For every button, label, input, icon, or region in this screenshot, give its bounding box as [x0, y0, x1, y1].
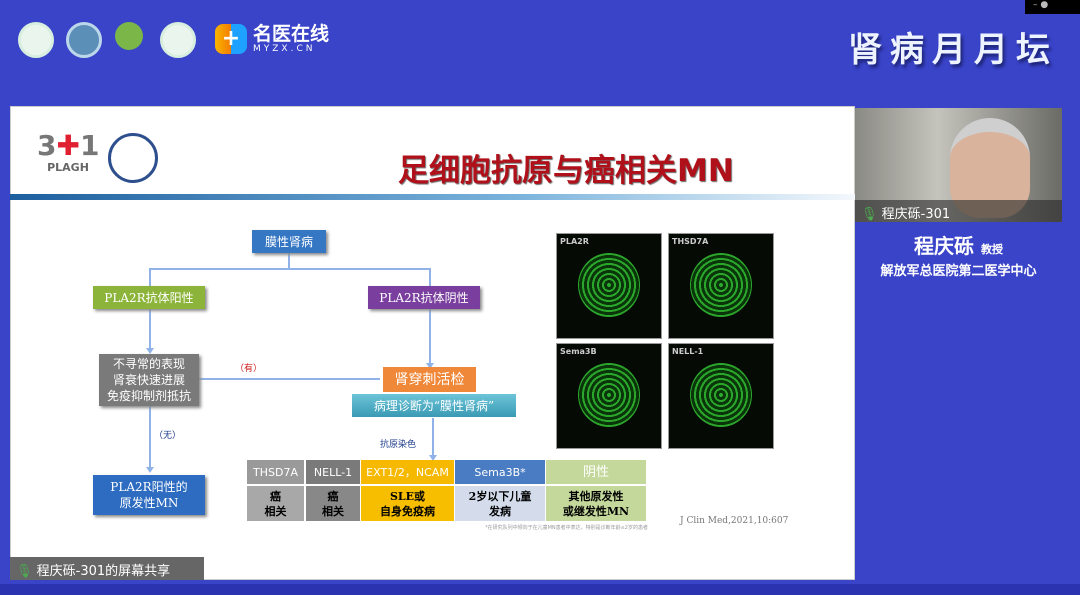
table-cell: SLE或 自身免疫病: [361, 486, 454, 521]
microphone-icon: 🎙: [16, 564, 33, 579]
speaker-name: 程庆砾 教授: [914, 234, 1003, 258]
video-label: 🎙 程庆砾-301: [855, 200, 1062, 222]
micrograph-sema3b: Sema3B: [556, 343, 662, 449]
yes-label: （有）: [235, 364, 263, 374]
table-cell: 其他原发性 或继发性MN: [546, 486, 646, 521]
table-header: EXT1/2，NCAM: [361, 460, 454, 484]
unusual-features-node: 不寻常的表现 肾衰快速进展 免疫抑制剂抵抗: [99, 354, 199, 406]
header-divider: [10, 194, 855, 200]
table-header: THSD7A: [247, 460, 304, 484]
biopsy-node: 肾穿刺活检: [383, 367, 476, 392]
footnote: *在研究队列中倾向于在儿童MN患者中表达，特别是诊断年龄≤2岁的患者: [485, 525, 648, 531]
table-cell: 癌相关: [306, 486, 360, 521]
pla2r-negative-node: PLA2R抗体阴性: [368, 286, 480, 309]
citation: J Clin Med,2021,10:607: [680, 516, 789, 526]
hospital-seal-logo: [108, 133, 158, 183]
microphone-icon: 🎙: [861, 207, 878, 222]
table-cell: 2岁以下儿童 发病: [455, 486, 545, 521]
partner-logo-2: [66, 22, 102, 58]
speaker-org: 解放军总医院第二医学中心: [880, 264, 1037, 279]
no-label: （无）: [154, 431, 182, 441]
staining-label: 抗原染色: [380, 440, 417, 450]
forum-title: 肾病月月坛: [848, 30, 1058, 70]
window-controls[interactable]: – ●: [1025, 0, 1080, 14]
root-node: 膜性肾病: [252, 230, 326, 253]
pla2r-positive-node: PLA2R抗体阳性: [93, 286, 205, 309]
table-header: NELL-1: [306, 460, 360, 484]
table-cell: 癌相关: [247, 486, 304, 521]
micrograph-thsd7a: THSD7A: [668, 233, 774, 339]
partner-logo-3: [115, 22, 143, 50]
play-icon: +: [215, 24, 247, 54]
bottom-bar: [0, 584, 1080, 595]
table-header: 阴性: [546, 460, 646, 484]
diagnosis-node: 病理诊断为“膜性肾病”: [352, 394, 516, 417]
plagh-logo: 3✚1 PLAGH: [37, 129, 100, 175]
partner-logo-4: [160, 22, 196, 58]
slide-title: 足细胞抗原与癌相关MN: [398, 153, 734, 189]
micrograph-nell1: NELL-1: [668, 343, 774, 449]
screen-share-label: 🎙 程庆砾-301的屏幕共享: [10, 557, 204, 580]
brand-logo: + 名医在线 MYZX.CN: [215, 24, 329, 54]
table-header: Sema3B*: [455, 460, 545, 484]
partner-logo-1: [18, 22, 54, 58]
micrograph-pla2r: PLA2R: [556, 233, 662, 339]
primary-mn-node: PLA2R阳性的 原发性MN: [93, 475, 205, 515]
